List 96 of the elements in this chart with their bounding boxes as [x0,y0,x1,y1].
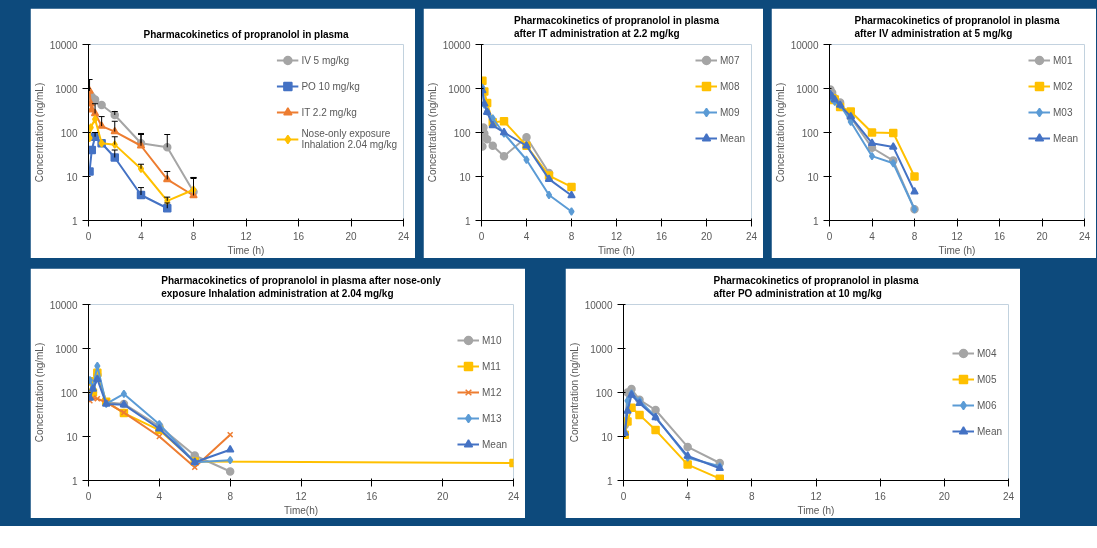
x-tick-label: 0 [85,490,92,502]
y-tick-label: 1 [812,215,819,227]
legend-label: M11 [481,360,502,372]
x-tick-label: 24 [397,230,410,242]
chart-title: Pharmacokinetics of propranolol in plasma after IV administration at 5 mg/kg [854,15,1060,40]
y-tick-label: 1 [71,475,78,487]
x-tick-label: 8 [749,490,756,502]
y-tick-label: 1000 [590,343,613,355]
x-axis-title: Time (h) [938,244,976,256]
legend-label: PO 10 mg/kg [301,80,360,92]
y-tick-label: 10 [601,431,613,443]
y-tick-label: 10000 [49,299,78,311]
y-tick-label: 1 [464,215,471,227]
x-tick-label: 12 [295,490,307,502]
x-tick-label: 8 [911,230,918,242]
x-tick-label: 4 [156,490,163,502]
legend-label: Mean [1052,132,1078,144]
x-tick-label: 20 [1036,230,1048,242]
legend-label: M02 [1052,80,1073,92]
y-axis-title: Concentration (ng/mL) [774,82,786,183]
legend-label: M10 [481,334,502,346]
x-tick-label: 20 [700,230,713,242]
y-tick-label: 10 [459,171,471,183]
legend-label: IV 5 mg/kg [301,54,350,66]
legend-label: Mean [481,438,507,450]
legend-label: Nose-only exposure Inhalation 2.04 mg/kg [301,128,397,150]
x-tick-label: 16 [874,490,887,502]
x-tick-label: 12 [951,230,963,242]
y-tick-label: 100 [60,387,78,399]
x-tick-label: 16 [366,490,378,502]
legend-label: Mean [976,425,1002,437]
x-tick-label: 8 [568,230,575,242]
legend-label: M06 [976,399,997,411]
y-tick-label: 10 [807,171,819,183]
x-tick-label: 12 [610,230,623,242]
legend-label: M03 [1052,106,1073,118]
legend-label: M12 [481,386,502,398]
x-tick-label: 16 [292,230,305,242]
x-tick-label: 0 [620,490,627,502]
y-axis-title: Concentration (ng/mL) [426,82,438,183]
y-tick-label: 100 [595,387,613,399]
legend-label: IT 2.2 mg/kg [301,106,357,118]
y-tick-label: 10000 [584,299,613,311]
y-axis-title: Concentration (ng/mL) [568,342,580,443]
x-tick-label: 4 [869,230,876,242]
y-tick-label: 1000 [55,343,78,355]
chart-title: Pharmacokinetics of propranolol in plasma after nose-only exposure Inhalation administration at 2.04 mg/kg [161,275,442,300]
x-tick-label: 24 [745,230,758,242]
x-tick-label: 24 [507,490,520,502]
legend-label: M13 [481,412,502,424]
chart-title: Pharmacokinetics of propranolol in plasma after PO administration at 10 mg/kg [713,275,919,300]
x-tick-label: 0 [478,230,485,242]
x-axis-title: Time (h) [797,504,835,516]
y-tick-label: 10000 [790,39,819,51]
x-tick-label: 0 [826,230,833,242]
legend-label: M08 [719,80,740,92]
y-tick-label: 1000 [448,83,471,95]
x-tick-label: 12 [240,230,252,242]
y-tick-label: 1 [606,475,613,487]
chart-title: Pharmacokinetics of propranolol in plasma after IT administration at 2.2 mg/kg [513,15,720,40]
x-tick-label: 16 [993,230,1006,242]
y-tick-label: 1 [71,215,78,227]
legend-label: M05 [976,373,997,385]
y-tick-label: 1000 [796,83,819,95]
y-tick-label: 10000 [442,39,471,51]
x-axis-title: Time(h) [283,504,319,516]
legend-label: M01 [1052,54,1073,66]
x-tick-label: 8 [190,230,197,242]
y-tick-label: 10 [66,171,78,183]
y-tick-label: 100 [453,127,471,139]
legend-label: M09 [719,106,740,118]
y-tick-label: 10000 [49,39,78,51]
y-tick-label: 100 [801,127,819,139]
x-axis-title: Time (h) [227,244,265,256]
x-tick-label: 20 [345,230,357,242]
x-tick-label: 12 [810,490,822,502]
x-tick-label: 20 [437,490,449,502]
x-tick-label: 24 [1078,230,1091,242]
y-axis-title: Concentration (ng/mL) [33,342,45,443]
y-tick-label: 10 [66,431,78,443]
x-tick-label: 24 [1002,490,1015,502]
x-tick-label: 4 [684,490,691,502]
y-axis-title: Concentration (ng/mL) [33,82,45,183]
chart-title: Pharmacokinetics of propranolol in plasma [143,28,349,40]
x-axis-title: Time (h) [598,244,635,256]
legend-label: M04 [976,347,997,359]
y-tick-label: 1000 [55,83,78,95]
y-tick-label: 100 [60,127,78,139]
x-tick-label: 0 [85,230,92,242]
x-tick-label: 4 [138,230,145,242]
x-tick-label: 4 [523,230,530,242]
x-tick-label: 16 [655,230,668,242]
x-tick-label: 20 [938,490,951,502]
legend-label: Mean [719,132,745,144]
x-tick-label: 8 [227,490,234,502]
legend-label: M07 [719,54,740,66]
